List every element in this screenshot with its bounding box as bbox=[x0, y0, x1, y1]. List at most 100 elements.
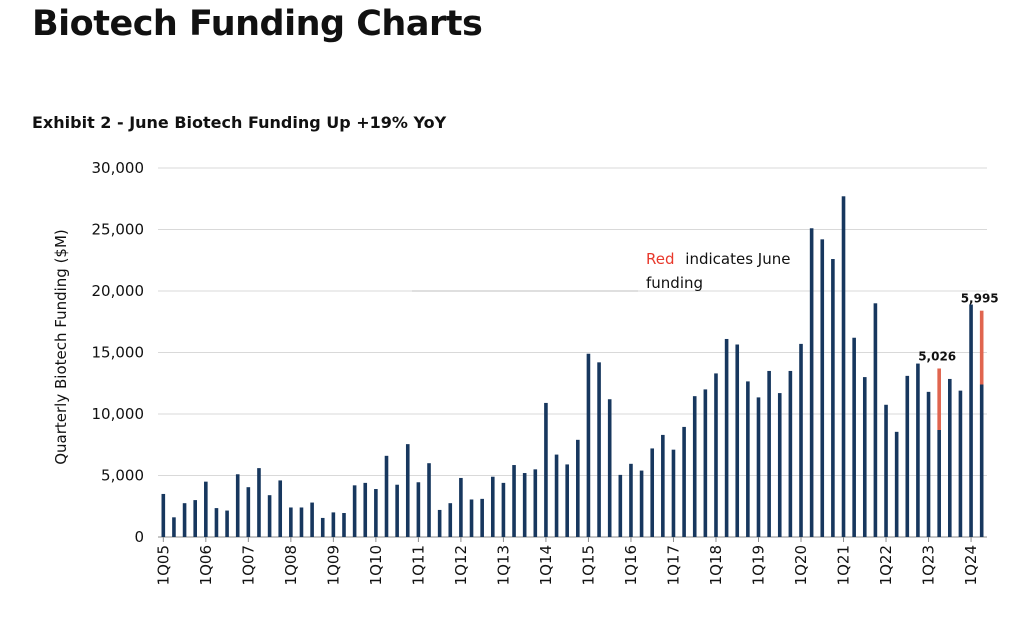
bar bbox=[278, 480, 283, 537]
bar bbox=[788, 370, 793, 537]
x-tick-label: 1Q21 bbox=[835, 545, 853, 585]
bar bbox=[841, 196, 846, 538]
x-tick-label: 1Q19 bbox=[749, 545, 767, 585]
bar bbox=[448, 503, 453, 537]
bar bbox=[214, 508, 219, 537]
bar bbox=[671, 449, 676, 537]
bar bbox=[416, 482, 421, 537]
x-tick-label: 1Q07 bbox=[239, 545, 257, 585]
bar bbox=[746, 381, 750, 537]
bar bbox=[512, 465, 516, 537]
x-tick-label: 1Q10 bbox=[367, 545, 385, 585]
x-tick-label: 1Q08 bbox=[282, 545, 300, 585]
bar bbox=[480, 498, 484, 537]
x-tick-label: 1Q17 bbox=[664, 545, 682, 585]
bar bbox=[852, 337, 856, 537]
y-tick-label: 10,000 bbox=[92, 405, 145, 423]
bar bbox=[257, 468, 261, 537]
bar bbox=[405, 444, 410, 537]
bar bbox=[182, 503, 187, 537]
bar bbox=[958, 390, 963, 537]
bar bbox=[437, 509, 442, 537]
annotation-line-2: funding bbox=[646, 274, 703, 292]
annotation-text: indicates June bbox=[685, 250, 790, 268]
page-title: Biotech Funding Charts bbox=[32, 4, 483, 44]
bar bbox=[352, 485, 357, 537]
bar bbox=[235, 474, 240, 537]
bar bbox=[820, 239, 825, 537]
x-tick-label: 1Q18 bbox=[707, 545, 725, 585]
bar bbox=[756, 397, 761, 537]
x-tick-label: 1Q11 bbox=[409, 545, 427, 585]
bar bbox=[979, 384, 984, 537]
bar bbox=[597, 362, 601, 537]
x-tick-label: 1Q05 bbox=[154, 545, 172, 585]
bar bbox=[799, 343, 803, 537]
bar bbox=[948, 378, 952, 537]
june-segment bbox=[937, 368, 941, 430]
bar bbox=[873, 303, 878, 537]
y-tick-label: 25,000 bbox=[92, 221, 145, 239]
y-tick-label: 5,000 bbox=[101, 467, 144, 485]
x-tick-label: 1Q09 bbox=[324, 545, 342, 585]
x-tick-label: 1Q06 bbox=[197, 545, 215, 585]
x-axis-ticks: 1Q05 1Q06 1Q07 1Q08 1Q09 1Q10 1Q11 1Q12 1Q13 1Q14… bbox=[154, 537, 980, 585]
y-tick-label: 30,000 bbox=[92, 159, 145, 177]
bar bbox=[225, 510, 229, 537]
bar bbox=[831, 259, 835, 537]
bar bbox=[320, 517, 325, 537]
bar bbox=[905, 375, 910, 537]
bar bbox=[459, 477, 463, 537]
x-tick-label: 1Q16 bbox=[622, 545, 640, 585]
bar bbox=[172, 517, 176, 537]
x-tick-label: 1Q22 bbox=[877, 545, 895, 585]
grid-lines bbox=[158, 167, 987, 538]
bar bbox=[469, 499, 474, 537]
x-tick-label: 1Q15 bbox=[579, 545, 597, 585]
y-tick-label: 20,000 bbox=[92, 282, 145, 300]
bar bbox=[894, 431, 899, 537]
bar bbox=[682, 426, 686, 537]
annotation-note: Red indicates June funding bbox=[412, 250, 790, 292]
bar bbox=[267, 495, 272, 537]
bar bbox=[310, 502, 314, 537]
bar bbox=[809, 228, 814, 537]
x-tick-label: 1Q12 bbox=[452, 545, 470, 585]
bar bbox=[342, 513, 346, 537]
bar bbox=[777, 393, 782, 537]
bar bbox=[926, 391, 931, 537]
bar bbox=[735, 344, 740, 537]
bar bbox=[395, 484, 399, 537]
x-tick-label: 1Q24 bbox=[962, 545, 980, 585]
bar bbox=[363, 482, 368, 537]
bar bbox=[384, 455, 389, 537]
bar bbox=[246, 487, 251, 537]
bar bbox=[607, 399, 612, 537]
bar bbox=[703, 389, 708, 537]
y-axis-label: Quarterly Biotech Funding ($M) bbox=[52, 229, 70, 465]
bar bbox=[331, 512, 336, 537]
bar bbox=[544, 402, 548, 537]
bar bbox=[969, 304, 973, 537]
bar bbox=[937, 429, 941, 537]
bar bbox=[204, 481, 208, 537]
x-tick-label: 1Q14 bbox=[537, 545, 555, 585]
june-segment bbox=[979, 310, 984, 385]
bar bbox=[692, 396, 697, 537]
bar bbox=[374, 489, 378, 537]
data-label: 5,026 bbox=[918, 349, 956, 363]
bar bbox=[862, 377, 867, 537]
y-axis-ticks: 0 5,000 10,000 15,000 20,000 25,000 30,000 bbox=[92, 159, 145, 546]
bar bbox=[565, 464, 569, 537]
bar bbox=[639, 470, 644, 537]
bar bbox=[650, 448, 655, 537]
annotation-red-word: Red bbox=[646, 250, 675, 268]
bar bbox=[161, 493, 166, 537]
bar bbox=[490, 476, 495, 537]
bar bbox=[427, 463, 431, 537]
x-tick-label: 1Q23 bbox=[920, 545, 938, 585]
bar bbox=[299, 507, 304, 537]
bar bbox=[576, 439, 580, 537]
y-tick-label: 15,000 bbox=[92, 344, 145, 362]
